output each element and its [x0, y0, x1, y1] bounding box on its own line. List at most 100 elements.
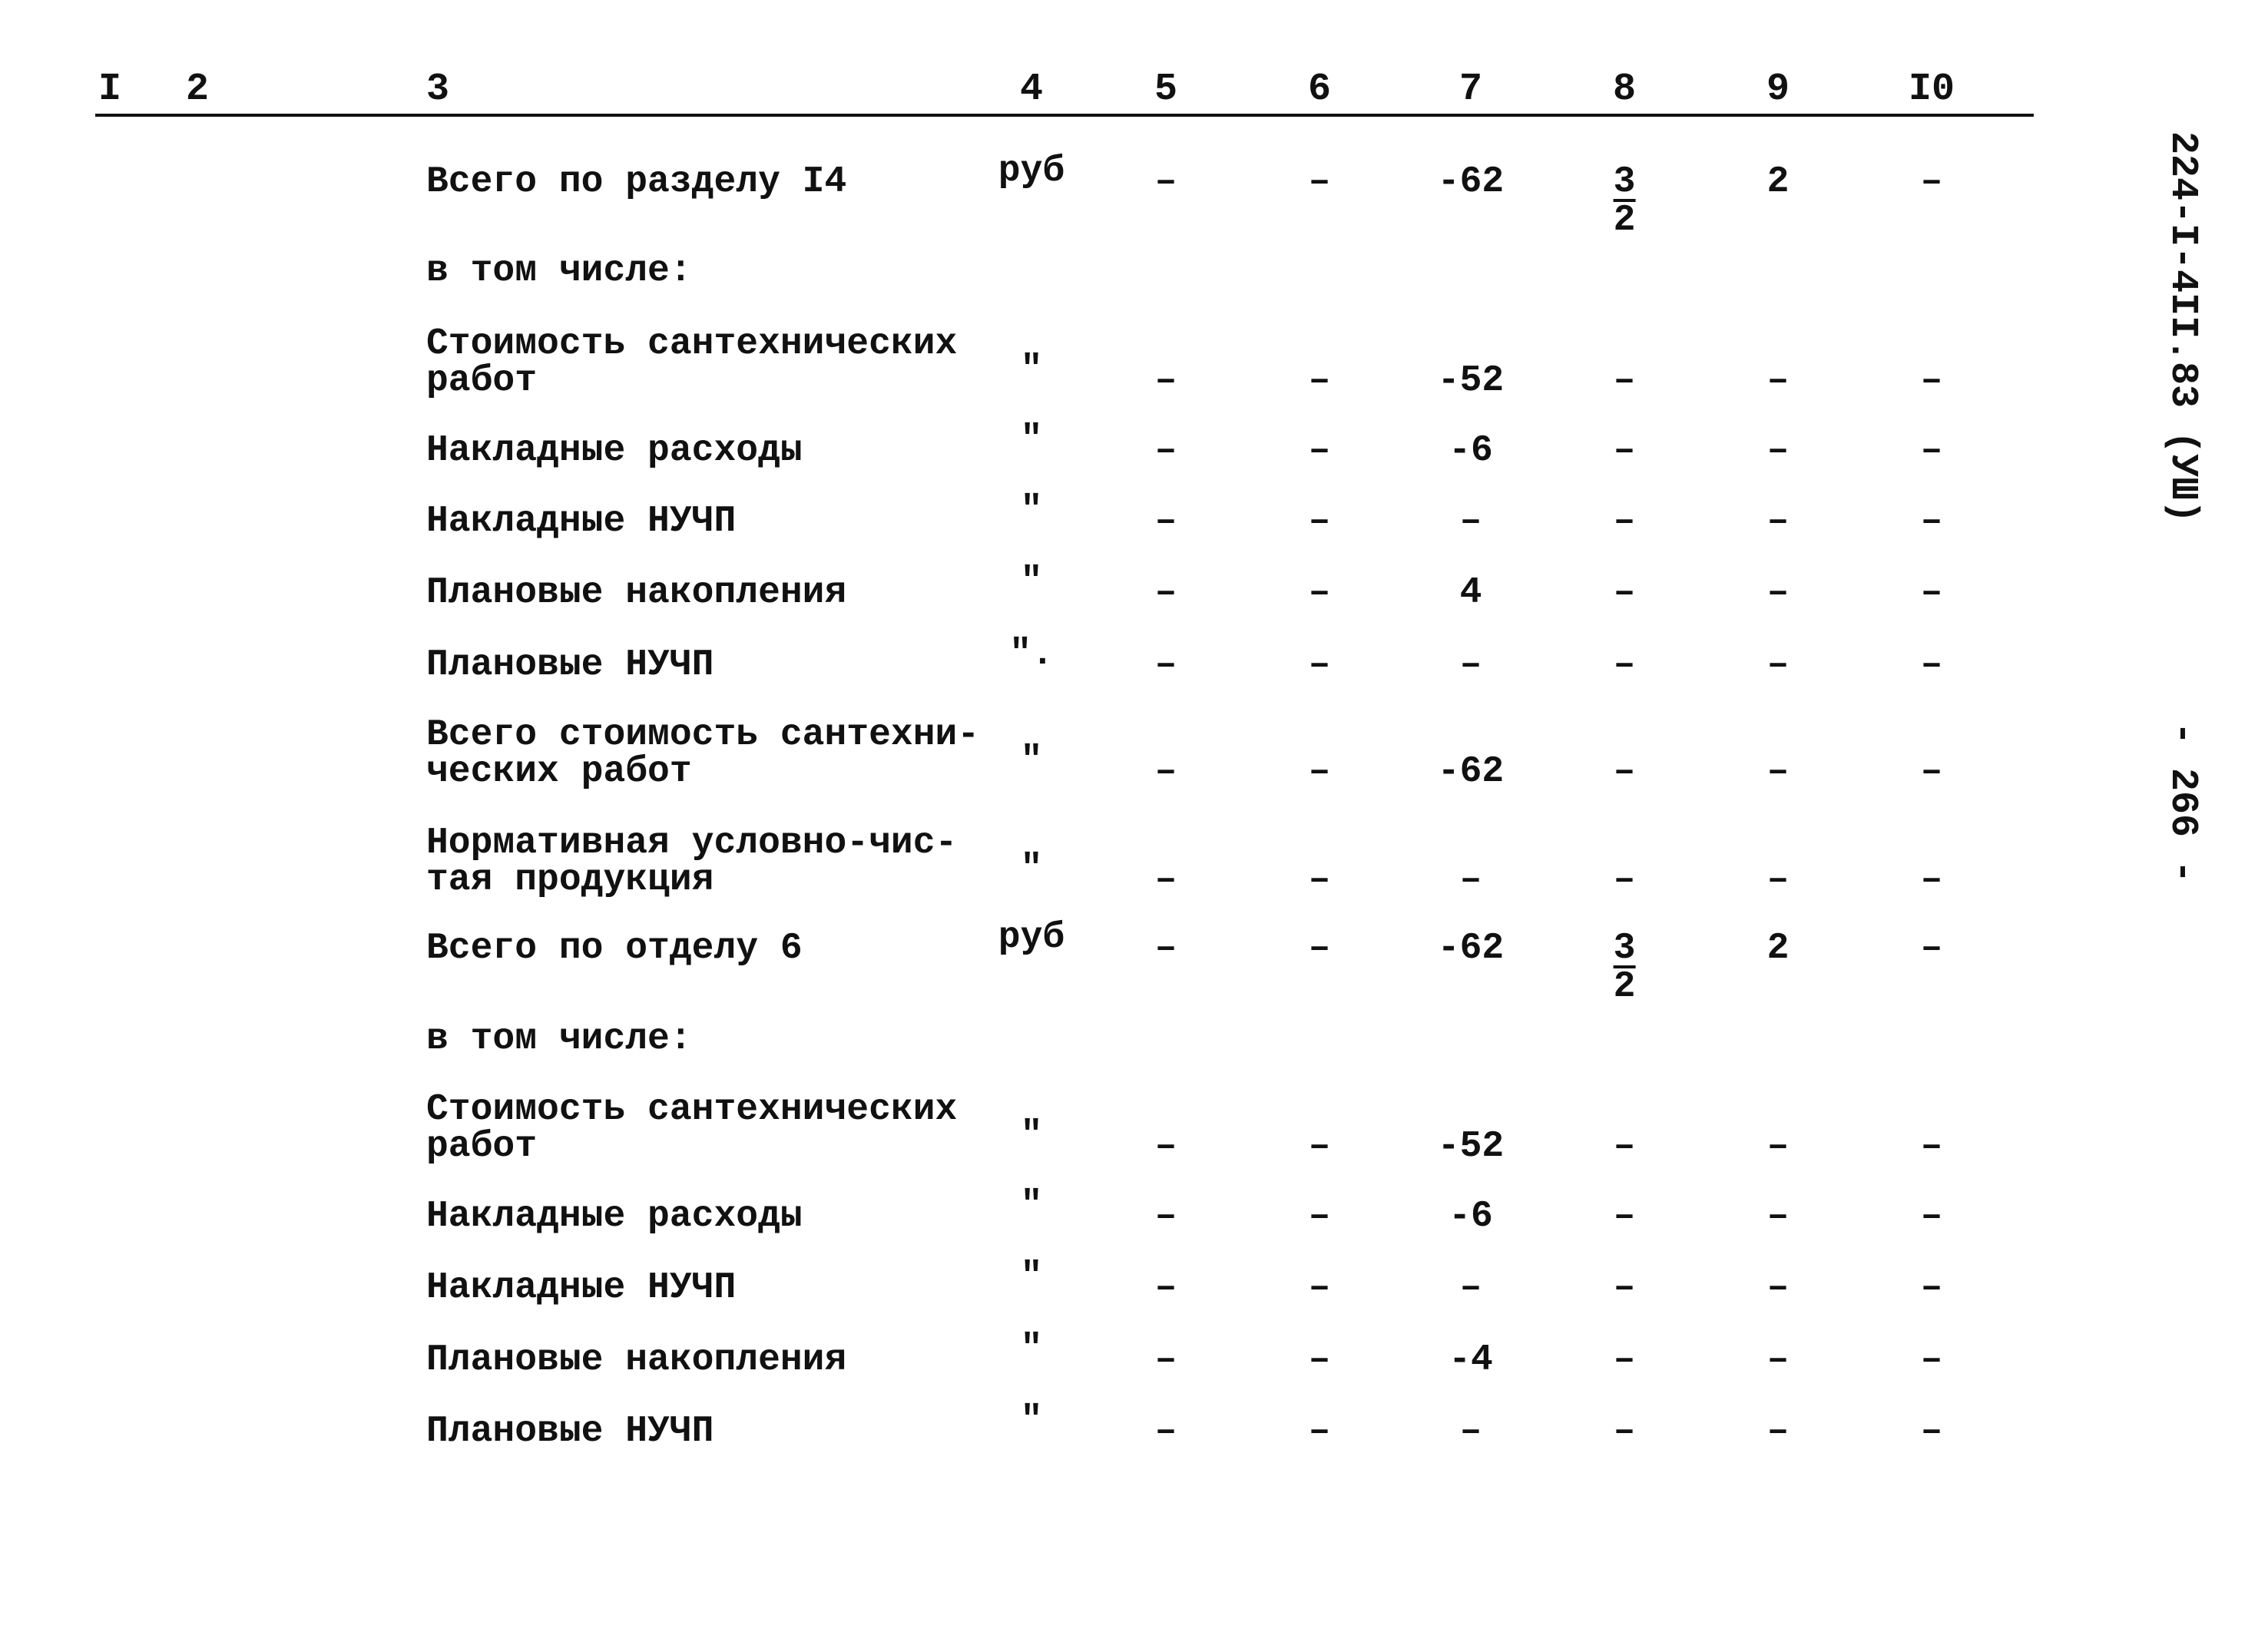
value-cell-c5: –: [1154, 161, 1177, 203]
value-cell-c8: –: [1613, 859, 1636, 901]
header-rule: [95, 114, 2034, 117]
row-label: Плановые НУЧП: [426, 644, 714, 686]
value-cell-c5: –: [1154, 859, 1177, 901]
row-label: Плановые накопления: [426, 1339, 847, 1381]
value-cell-c8: –: [1613, 572, 1636, 614]
value-cell-c6: –: [1308, 1339, 1331, 1381]
value-cell-c7: -62: [1437, 751, 1505, 793]
value-cell-c6: –: [1308, 859, 1331, 901]
row-label: в том числе:: [426, 250, 692, 292]
unit-cell: ": [1020, 1256, 1043, 1298]
value-cell-c6: –: [1308, 1196, 1331, 1237]
unit-cell: ": [1020, 1185, 1043, 1226]
value-cell-c5: –: [1154, 1196, 1177, 1237]
value-cell-c6: –: [1308, 360, 1331, 402]
value-cell-c7: -62: [1437, 928, 1505, 969]
fraction-numerator: 3: [1613, 928, 1636, 969]
value-cell-c10: –: [1920, 161, 1943, 203]
value-cell-c8: –: [1613, 1411, 1636, 1452]
value-cell-c8: –: [1613, 1126, 1636, 1167]
value-cell-c10: –: [1920, 360, 1943, 402]
value-cell-c10: –: [1920, 1126, 1943, 1167]
row-label: Стоимость сантехнических работ: [426, 323, 958, 402]
value-cell-c10: –: [1920, 1411, 1943, 1452]
value-cell-c10: –: [1920, 1267, 1943, 1309]
value-cell-c10: –: [1920, 501, 1943, 542]
value-cell-c7: –: [1459, 501, 1482, 542]
value-cell-c10: –: [1920, 859, 1943, 901]
value-cell-c10: –: [1920, 1196, 1943, 1237]
row-label: Всего по отделу 6: [426, 928, 803, 969]
value-cell-c9: –: [1766, 1196, 1790, 1237]
value-cell-c9: –: [1766, 1126, 1790, 1167]
value-cell-c7: –: [1459, 1411, 1482, 1452]
value-cell-c9: 2: [1766, 928, 1790, 969]
value-cell-c6: –: [1308, 430, 1331, 472]
fraction-denominator: 2: [1613, 200, 1636, 241]
value-cell-c5: –: [1154, 501, 1177, 542]
row-label: Накладные НУЧП: [426, 1267, 737, 1309]
value-cell-c7: –: [1459, 644, 1482, 686]
value-cell-c5: –: [1154, 1267, 1177, 1309]
page-number: - 266 -: [2160, 722, 2204, 884]
unit-cell: ": [1020, 1329, 1043, 1370]
column-header-8: 8: [1612, 68, 1637, 111]
row-label: Плановые накопления: [426, 572, 847, 614]
row-label: Накладные расходы: [426, 430, 803, 472]
row-label: Накладные расходы: [426, 1196, 803, 1237]
column-header-5: 5: [1154, 68, 1178, 111]
value-cell-c6: –: [1308, 572, 1331, 614]
value-cell-c9: –: [1766, 644, 1790, 686]
value-cell-c5: –: [1154, 572, 1177, 614]
value-cell-c5: –: [1154, 1411, 1177, 1452]
value-cell-c5: –: [1154, 1339, 1177, 1381]
value-cell-c9: –: [1766, 501, 1790, 542]
value-cell-c6: –: [1308, 928, 1331, 969]
column-header-10: I0: [1908, 68, 1955, 111]
value-cell-c9: 2: [1766, 161, 1790, 203]
value-cell-c9: –: [1766, 1267, 1790, 1309]
value-cell-c5: –: [1154, 430, 1177, 472]
unit-cell: ": [1020, 740, 1043, 782]
value-cell-c8: –: [1613, 1267, 1636, 1309]
value-cell-c9: –: [1766, 572, 1790, 614]
value-cell-c7: -4: [1449, 1339, 1493, 1381]
value-cell-c9: –: [1766, 1411, 1790, 1452]
column-header-4: 4: [1019, 68, 1044, 111]
value-cell-c9: –: [1766, 1339, 1790, 1381]
value-cell-c8: –: [1613, 501, 1636, 542]
value-cell-c6: –: [1308, 161, 1331, 203]
value-cell-c8: –: [1613, 751, 1636, 793]
value-cell-c6: –: [1308, 644, 1331, 686]
value-cell-c7: -6: [1449, 1196, 1493, 1237]
value-cell-c9: –: [1766, 859, 1790, 901]
value-cell-c8: –: [1613, 430, 1636, 472]
value-cell-c9: –: [1766, 751, 1790, 793]
value-cell-c5: –: [1154, 360, 1177, 402]
row-label: Всего стоимость сантехни- ческих работ: [426, 714, 980, 793]
value-cell-c10: –: [1920, 928, 1943, 969]
fraction-numerator: 3: [1613, 161, 1636, 203]
unit-cell: ": [1020, 1115, 1043, 1157]
value-cell-c7: 4: [1459, 572, 1482, 614]
value-cell-c9: –: [1766, 430, 1790, 472]
row-label: Нормативная условно-чис- тая продукция: [426, 823, 958, 901]
value-cell-c10: –: [1920, 751, 1943, 793]
unit-cell: ".: [1009, 634, 1054, 675]
column-header-1: I: [98, 68, 122, 111]
row-label: Всего по разделу I4: [426, 161, 847, 203]
value-cell-c8: –: [1613, 1196, 1636, 1237]
column-header-6: 6: [1307, 68, 1332, 111]
unit-cell: ": [1020, 349, 1043, 391]
value-cell-c5: –: [1154, 644, 1177, 686]
value-cell-c10: –: [1920, 572, 1943, 614]
unit-cell: руб: [998, 151, 1065, 192]
value-cell-c8: –: [1613, 360, 1636, 402]
value-cell-c7: -62: [1437, 161, 1505, 203]
value-cell-c6: –: [1308, 751, 1331, 793]
fraction-denominator: 2: [1613, 966, 1636, 1008]
value-cell-c5: –: [1154, 751, 1177, 793]
unit-cell: ": [1020, 849, 1043, 890]
